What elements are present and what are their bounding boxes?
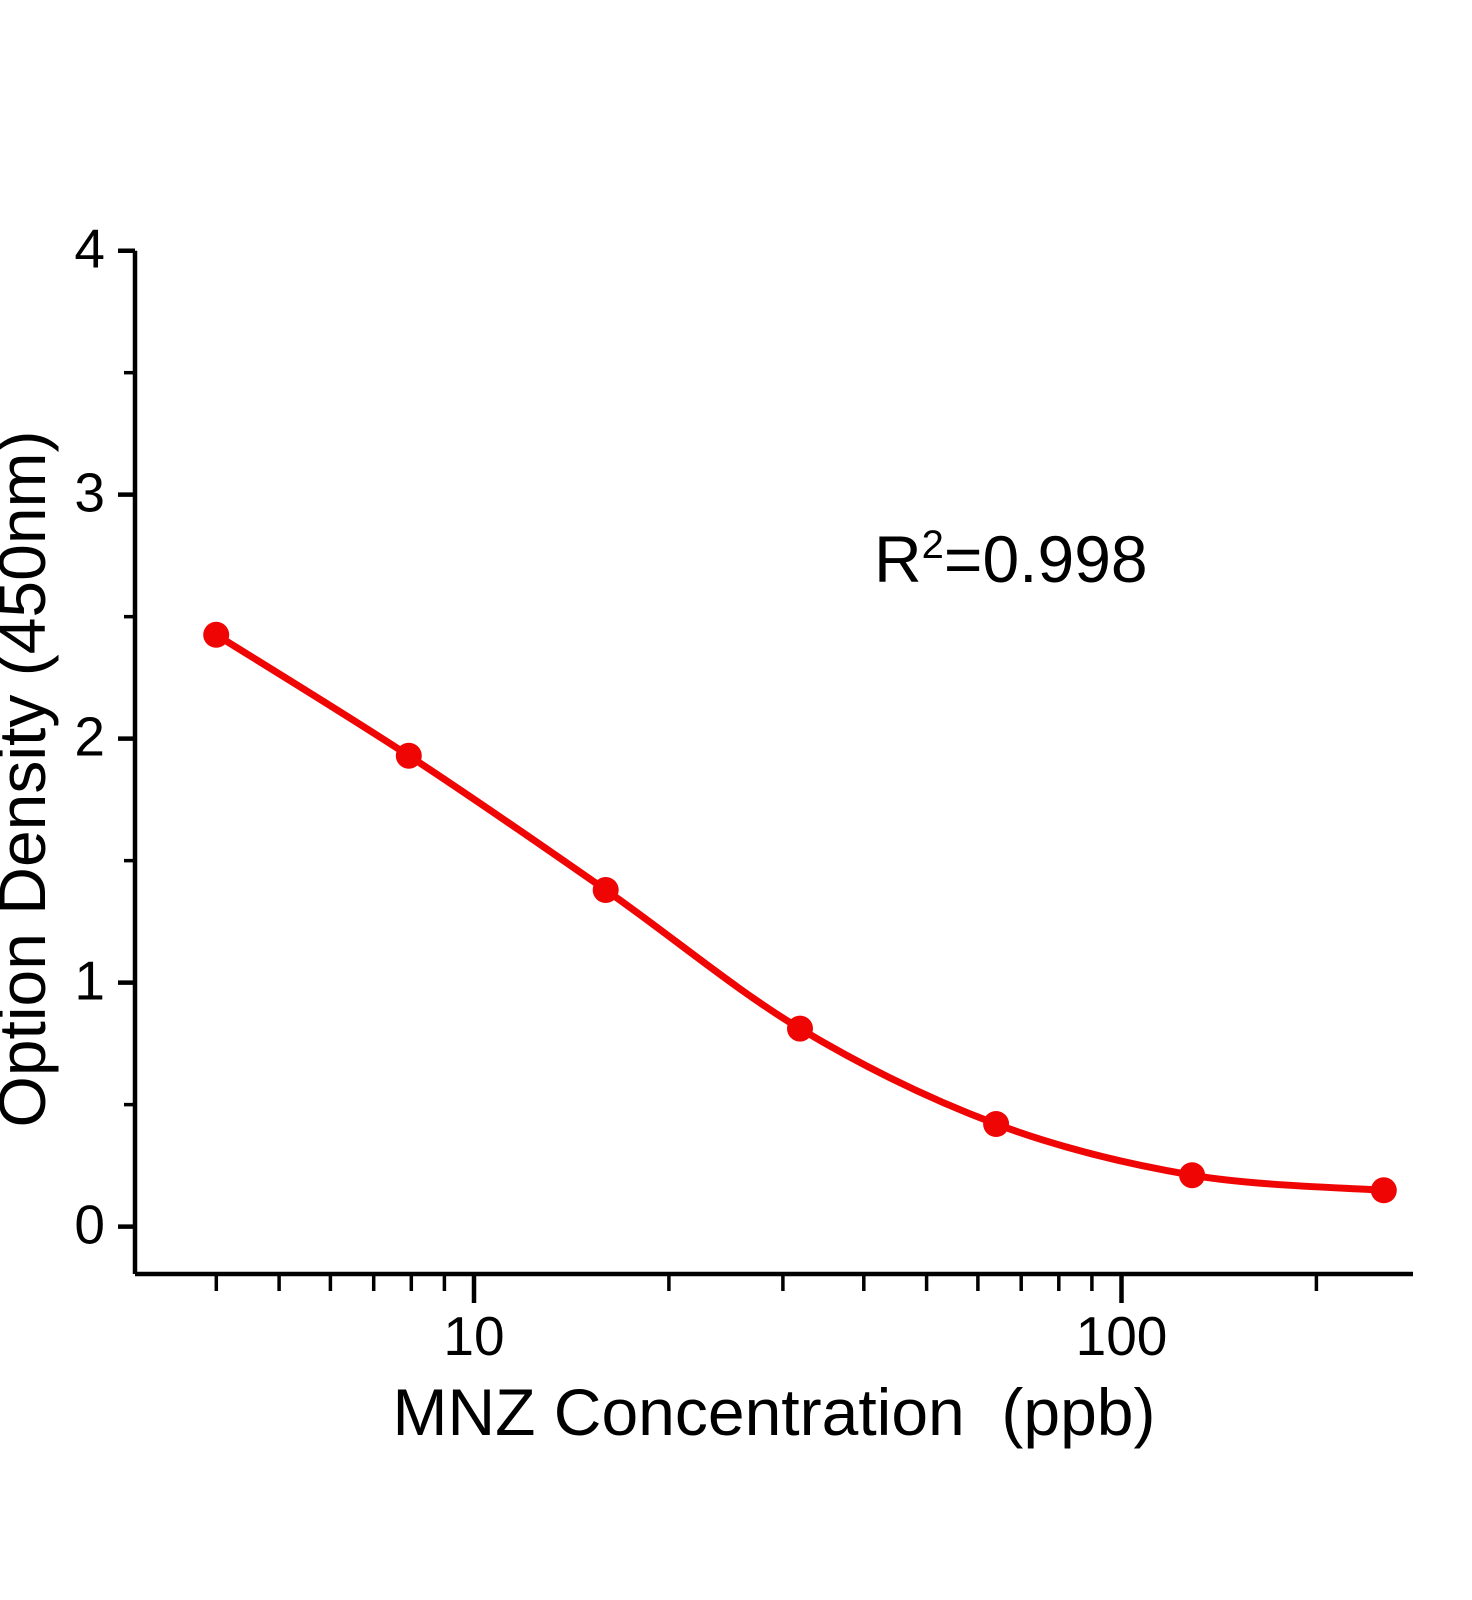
svg-text:2: 2 [74,706,105,768]
svg-text:100: 100 [1076,1305,1168,1367]
svg-text:MNZ Concentration (ppb): MNZ Concentration (ppb) [393,1375,1156,1449]
svg-text:Option Density (450nm): Option Density (450nm) [0,431,59,1128]
svg-text:4: 4 [74,218,105,280]
svg-text:3: 3 [74,462,105,524]
svg-text:0: 0 [74,1194,105,1256]
svg-text:10: 10 [443,1305,504,1367]
svg-text:1: 1 [74,950,105,1012]
svg-text:R2=0.998: R2=0.998 [874,522,1148,596]
